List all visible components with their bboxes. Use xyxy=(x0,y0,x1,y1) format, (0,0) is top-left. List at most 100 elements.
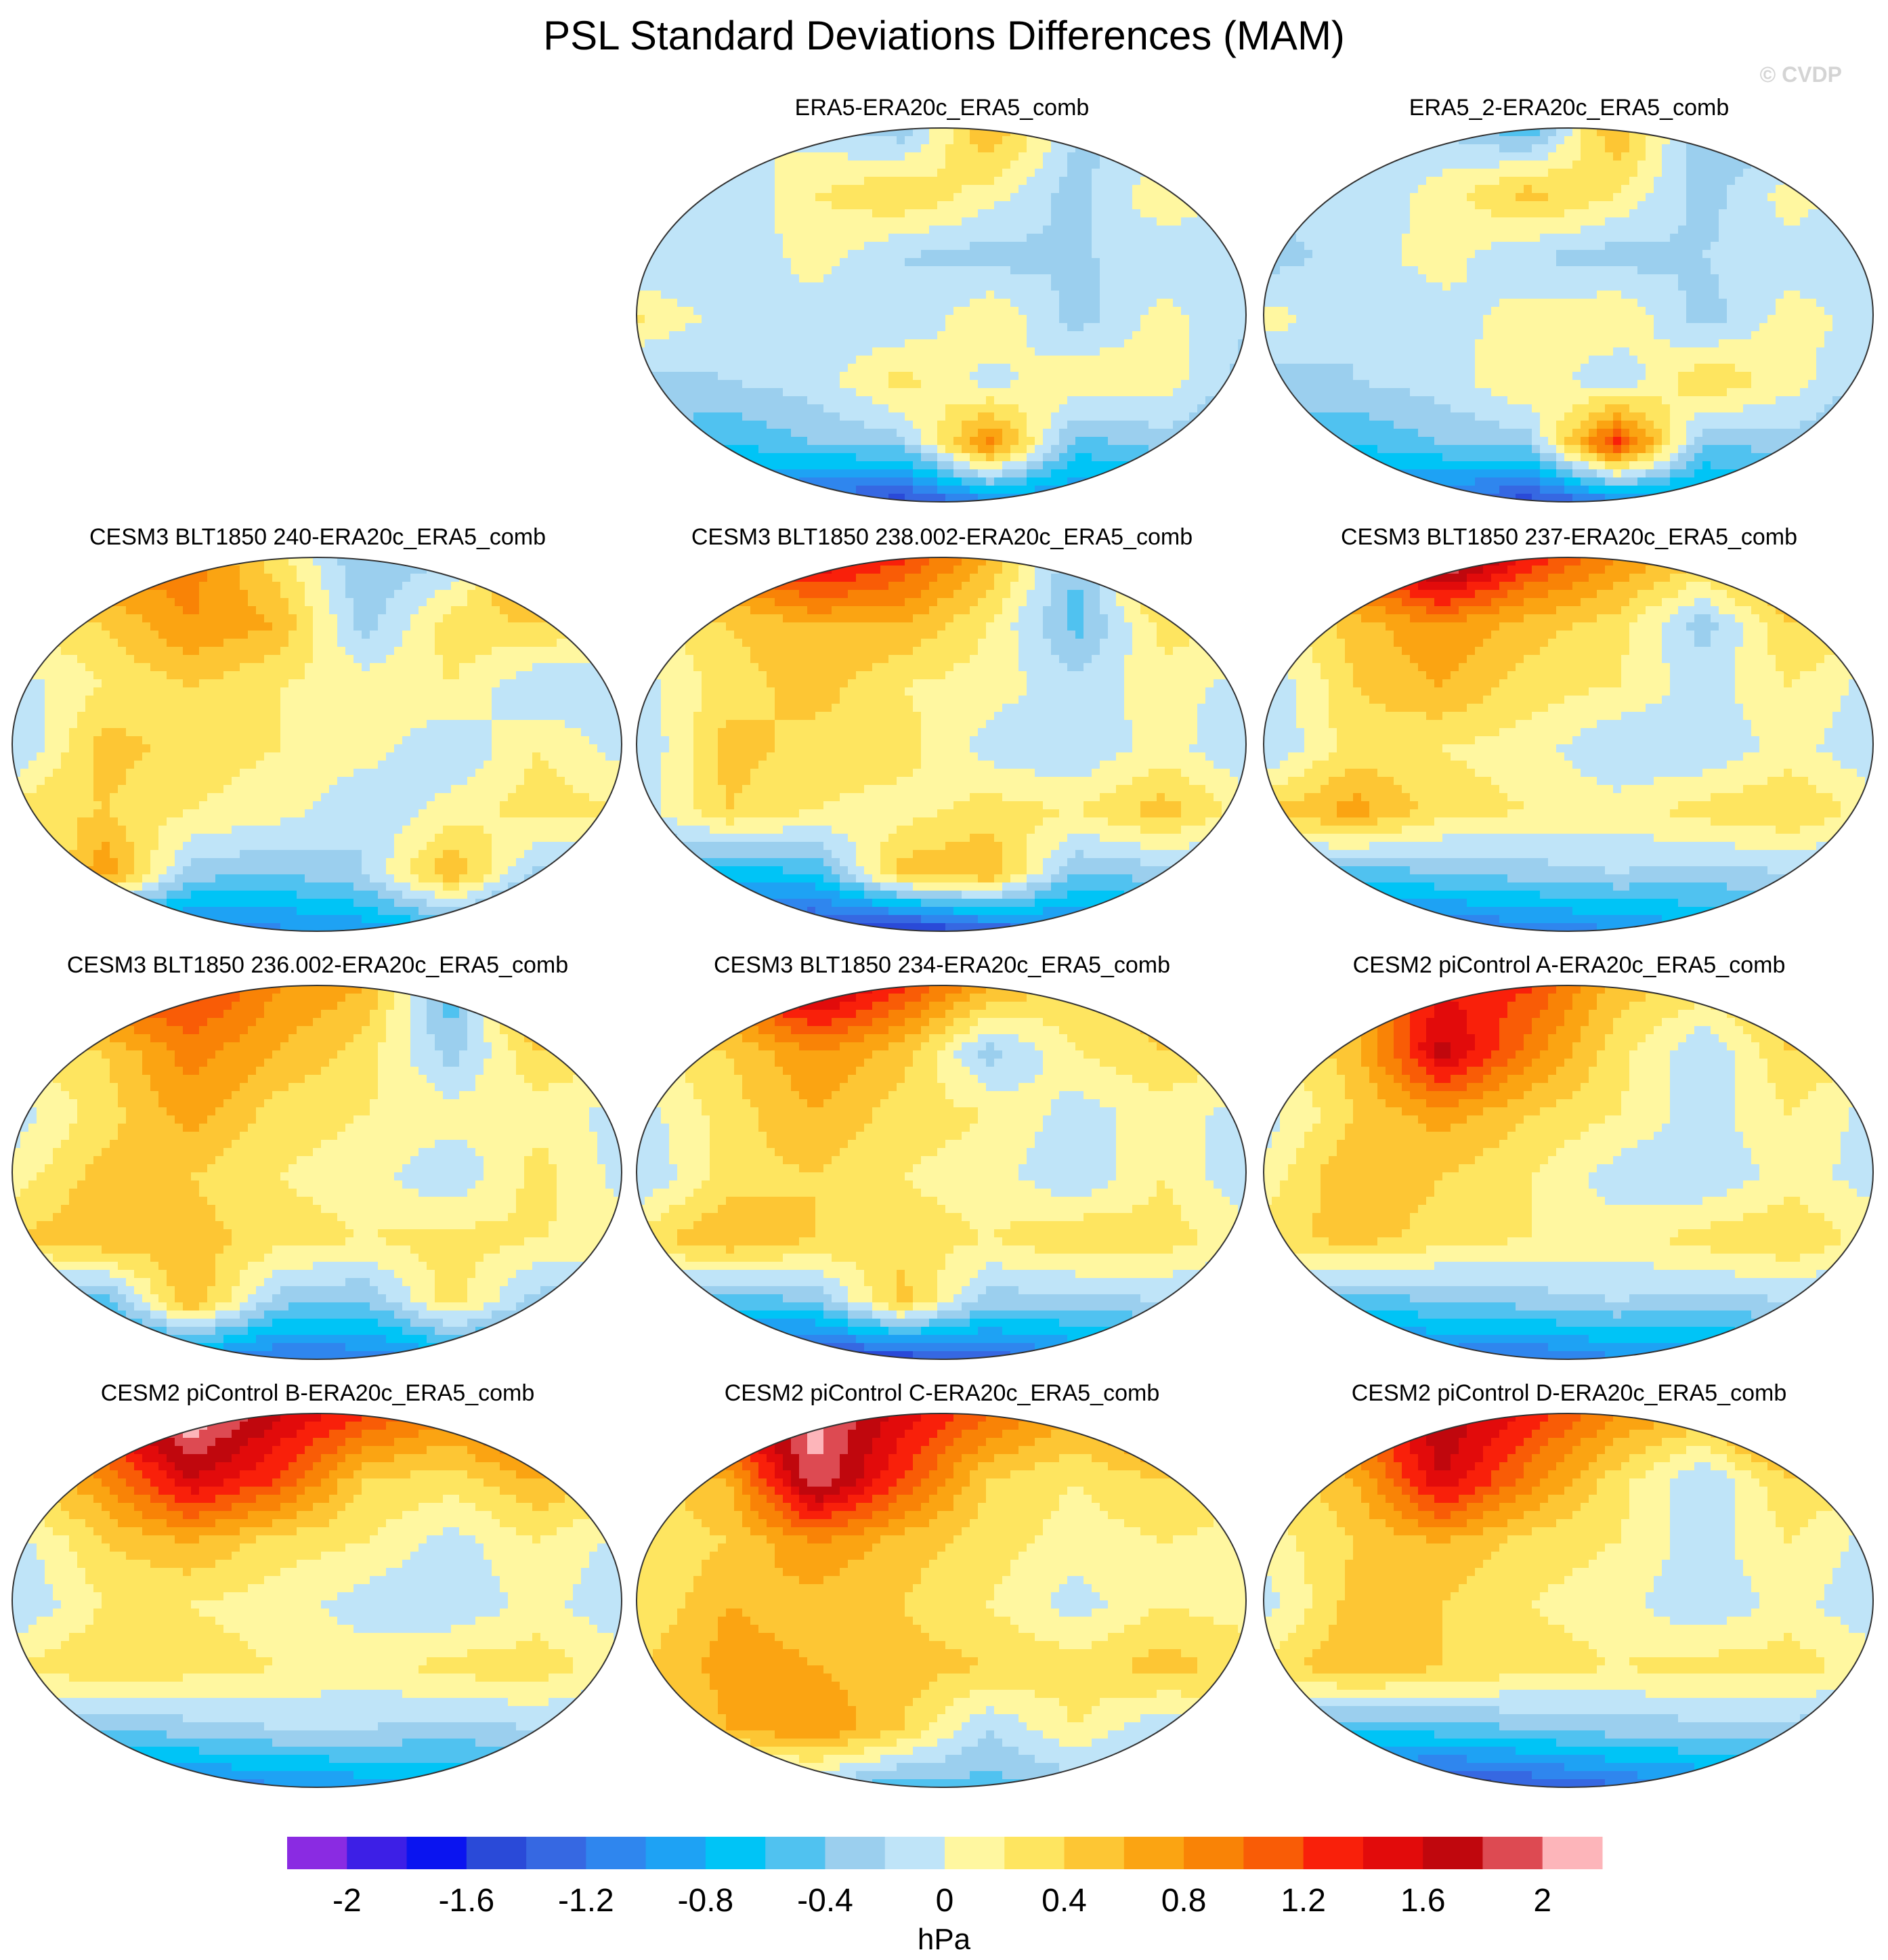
contour-cell xyxy=(978,429,987,438)
contour-cell xyxy=(823,323,832,332)
contour-cell xyxy=(1564,177,1573,186)
contour-cell xyxy=(1849,161,1858,169)
contour-cell xyxy=(1238,421,1246,429)
contour-cell xyxy=(1849,274,1858,283)
contour-cell xyxy=(1197,161,1206,169)
contour-cell xyxy=(1743,242,1752,251)
contour-cell xyxy=(970,388,979,397)
contour-cell xyxy=(1386,201,1394,210)
contour-cell xyxy=(1027,193,1035,202)
contour-cell xyxy=(1442,274,1451,283)
contour-cell xyxy=(653,226,662,234)
contour-cell xyxy=(685,291,694,299)
contour-cell xyxy=(1157,486,1165,494)
contour-cell xyxy=(1451,201,1459,210)
contour-cell xyxy=(1116,136,1125,145)
contour-cell xyxy=(1832,144,1841,153)
contour-cell xyxy=(1173,445,1182,454)
contour-cell xyxy=(864,412,873,421)
contour-cell xyxy=(1140,177,1149,186)
contour-cell xyxy=(962,299,970,307)
contour-cell xyxy=(872,152,881,161)
contour-cell xyxy=(1157,242,1165,251)
contour-cell xyxy=(661,136,670,145)
contour-cell xyxy=(823,307,832,316)
contour-cell xyxy=(669,347,678,356)
contour-cell xyxy=(685,396,694,405)
contour-cell xyxy=(1092,128,1100,137)
contour-cell xyxy=(888,461,897,470)
contour-cell xyxy=(1548,282,1557,291)
contour-cell xyxy=(962,380,970,389)
contour-cell xyxy=(685,404,694,413)
contour-cell xyxy=(1189,461,1198,470)
contour-cell xyxy=(1629,177,1638,186)
contour-cell xyxy=(1304,242,1313,251)
contour-cell xyxy=(872,396,881,405)
contour-cell xyxy=(1238,242,1246,251)
contour-cell xyxy=(1792,250,1801,259)
contour-cell xyxy=(840,404,849,413)
contour-cell xyxy=(1434,266,1443,275)
contour-cell xyxy=(1499,217,1508,226)
contour-cell xyxy=(1132,437,1141,446)
contour-cell xyxy=(1719,274,1728,283)
contour-cell xyxy=(1181,242,1190,251)
contour-cell xyxy=(653,177,662,186)
contour-cell xyxy=(1214,177,1222,186)
contour-cell xyxy=(1181,250,1190,259)
contour-cell xyxy=(1459,128,1467,137)
contour-cell xyxy=(832,282,840,291)
contour-cell xyxy=(1157,226,1165,234)
contour-cell xyxy=(1459,282,1467,291)
contour-cell xyxy=(832,347,840,356)
contour-cell xyxy=(1304,274,1313,283)
contour-cell xyxy=(693,266,702,275)
contour-cell xyxy=(848,299,857,307)
contour-cell xyxy=(807,161,816,169)
contour-cell xyxy=(840,494,849,502)
contour-cell xyxy=(1816,258,1825,267)
contour-cell xyxy=(921,364,930,372)
contour-cell xyxy=(718,152,727,161)
contour-cell xyxy=(1824,144,1833,153)
contour-cell xyxy=(815,282,824,291)
contour-cell xyxy=(1010,315,1019,324)
contour-cell xyxy=(1613,234,1622,242)
contour-cell xyxy=(1321,161,1329,169)
contour-cell xyxy=(702,209,710,218)
contour-cell xyxy=(1124,453,1133,462)
contour-cell xyxy=(815,242,824,251)
contour-cell xyxy=(1743,258,1752,267)
contour-cell xyxy=(1459,226,1467,234)
contour-cell xyxy=(905,412,914,421)
contour-cell xyxy=(1646,161,1654,169)
contour-cell xyxy=(921,217,930,226)
contour-cell xyxy=(1849,209,1858,218)
contour-cell xyxy=(1524,234,1532,242)
contour-cell xyxy=(864,429,873,438)
contour-cell xyxy=(742,429,751,438)
contour-cell xyxy=(1556,217,1565,226)
contour-cell xyxy=(702,291,710,299)
contour-cell xyxy=(1800,234,1809,242)
contour-cell xyxy=(758,128,767,137)
contour-cell xyxy=(1719,177,1728,186)
contour-cell xyxy=(1084,128,1092,137)
contour-cell xyxy=(1808,209,1817,218)
contour-cell xyxy=(1345,144,1354,153)
contour-cell xyxy=(1173,282,1182,291)
contour-cell xyxy=(1353,217,1362,226)
contour-cell xyxy=(1092,404,1100,413)
contour-cell xyxy=(1442,152,1451,161)
contour-cell xyxy=(1165,201,1174,210)
contour-cell xyxy=(1222,185,1230,194)
contour-cell xyxy=(848,209,857,218)
contour-cell xyxy=(970,469,979,478)
contour-cell xyxy=(1776,152,1784,161)
contour-cell xyxy=(685,201,694,210)
contour-cell xyxy=(994,266,1003,275)
contour-cell xyxy=(750,315,759,324)
contour-cell xyxy=(1205,307,1214,316)
contour-cell xyxy=(1157,453,1165,462)
